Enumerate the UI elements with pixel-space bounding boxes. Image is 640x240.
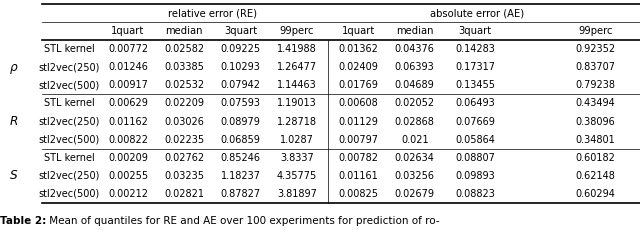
Text: stl2vec(500): stl2vec(500) <box>38 189 100 199</box>
Text: 0.85246: 0.85246 <box>221 153 260 163</box>
Text: 99perc: 99perc <box>280 26 314 36</box>
Text: ρ: ρ <box>10 61 18 74</box>
Text: 0.00255: 0.00255 <box>108 171 148 181</box>
Text: 1.26477: 1.26477 <box>277 62 317 72</box>
Text: R: R <box>10 115 19 128</box>
Text: 0.07942: 0.07942 <box>221 80 260 90</box>
Text: 0.08979: 0.08979 <box>221 117 260 126</box>
Text: 0.00822: 0.00822 <box>108 135 148 144</box>
Text: 0.08823: 0.08823 <box>455 189 495 199</box>
Text: stl2vec(250): stl2vec(250) <box>38 62 100 72</box>
Text: 1.28718: 1.28718 <box>277 117 317 126</box>
Text: 0.02821: 0.02821 <box>164 189 204 199</box>
Text: 0.06393: 0.06393 <box>395 62 435 72</box>
Text: 0.00629: 0.00629 <box>108 98 148 108</box>
Text: 0.34801: 0.34801 <box>575 135 615 144</box>
Text: 0.00825: 0.00825 <box>339 189 378 199</box>
Text: 0.13455: 0.13455 <box>455 80 495 90</box>
Text: 0.03235: 0.03235 <box>164 171 204 181</box>
Text: 0.83707: 0.83707 <box>575 62 615 72</box>
Text: 0.02052: 0.02052 <box>395 98 435 108</box>
Text: 0.60294: 0.60294 <box>575 189 615 199</box>
Text: 1.19013: 1.19013 <box>277 98 317 108</box>
Text: stl2vec(250): stl2vec(250) <box>38 171 100 181</box>
Text: 0.06859: 0.06859 <box>221 135 260 144</box>
Text: 0.01162: 0.01162 <box>108 117 148 126</box>
Text: 3quart: 3quart <box>224 26 257 36</box>
Text: 99perc: 99perc <box>578 26 612 36</box>
Text: 0.60182: 0.60182 <box>575 153 615 163</box>
Text: 0.07593: 0.07593 <box>221 98 260 108</box>
Text: 0.02634: 0.02634 <box>395 153 435 163</box>
Text: 0.00797: 0.00797 <box>339 135 378 144</box>
Text: absolute error (AE): absolute error (AE) <box>429 8 524 18</box>
Text: median: median <box>396 26 433 36</box>
Text: S: S <box>10 169 18 182</box>
Text: 0.02209: 0.02209 <box>164 98 204 108</box>
Text: 0.09893: 0.09893 <box>455 171 495 181</box>
Text: 0.02532: 0.02532 <box>164 80 204 90</box>
Text: 3.8337: 3.8337 <box>280 153 314 163</box>
Text: 0.05864: 0.05864 <box>455 135 495 144</box>
Text: STL kernel: STL kernel <box>44 153 95 163</box>
Text: 0.04376: 0.04376 <box>395 44 435 54</box>
Text: 0.03256: 0.03256 <box>395 171 435 181</box>
Text: 0.02582: 0.02582 <box>164 44 204 54</box>
Text: 4.35775: 4.35775 <box>277 171 317 181</box>
Text: 0.02868: 0.02868 <box>395 117 435 126</box>
Text: median: median <box>166 26 203 36</box>
Text: 0.43494: 0.43494 <box>575 98 615 108</box>
Text: stl2vec(500): stl2vec(500) <box>38 80 100 90</box>
Text: 0.00212: 0.00212 <box>108 189 148 199</box>
Text: 1.18237: 1.18237 <box>221 171 260 181</box>
Text: 0.00917: 0.00917 <box>108 80 148 90</box>
Text: 0.01246: 0.01246 <box>108 62 148 72</box>
Text: 3.81897: 3.81897 <box>277 189 317 199</box>
Text: relative error (RE): relative error (RE) <box>168 8 257 18</box>
Text: 0.01129: 0.01129 <box>339 117 378 126</box>
Text: 0.09225: 0.09225 <box>221 44 260 54</box>
Text: 1quart: 1quart <box>111 26 145 36</box>
Text: 0.04689: 0.04689 <box>395 80 435 90</box>
Text: 0.00608: 0.00608 <box>339 98 378 108</box>
Text: 0.01362: 0.01362 <box>339 44 378 54</box>
Text: 0.02235: 0.02235 <box>164 135 204 144</box>
Text: 3quart: 3quart <box>458 26 492 36</box>
Text: 1.14463: 1.14463 <box>277 80 317 90</box>
Text: 0.00782: 0.00782 <box>339 153 378 163</box>
Text: 1.41988: 1.41988 <box>277 44 317 54</box>
Text: STL kernel: STL kernel <box>44 44 95 54</box>
Text: 0.14283: 0.14283 <box>455 44 495 54</box>
Text: 0.38096: 0.38096 <box>575 117 615 126</box>
Text: 0.92352: 0.92352 <box>575 44 615 54</box>
Text: 0.07669: 0.07669 <box>455 117 495 126</box>
Text: 0.10293: 0.10293 <box>221 62 260 72</box>
Text: 0.62148: 0.62148 <box>575 171 615 181</box>
Text: 0.03026: 0.03026 <box>164 117 204 126</box>
Text: 0.01769: 0.01769 <box>339 80 378 90</box>
Text: 0.02762: 0.02762 <box>164 153 204 163</box>
Text: 0.79238: 0.79238 <box>575 80 615 90</box>
Text: 1.0287: 1.0287 <box>280 135 314 144</box>
Text: 0.00772: 0.00772 <box>108 44 148 54</box>
Text: stl2vec(500): stl2vec(500) <box>38 135 100 144</box>
Text: STL kernel: STL kernel <box>44 98 95 108</box>
Text: stl2vec(250): stl2vec(250) <box>38 117 100 126</box>
Text: Table 2:: Table 2: <box>0 216 46 226</box>
Text: 0.01161: 0.01161 <box>339 171 378 181</box>
Text: 0.021: 0.021 <box>401 135 429 144</box>
Text: 1quart: 1quart <box>342 26 375 36</box>
Text: 0.87827: 0.87827 <box>221 189 260 199</box>
Text: 0.02679: 0.02679 <box>395 189 435 199</box>
Text: Mean of quantiles for RE and AE over 100 experiments for prediction of ro-: Mean of quantiles for RE and AE over 100… <box>46 216 440 226</box>
Text: 0.02409: 0.02409 <box>339 62 378 72</box>
Text: 0.17317: 0.17317 <box>455 62 495 72</box>
Text: 0.03385: 0.03385 <box>164 62 204 72</box>
Text: 0.00209: 0.00209 <box>108 153 148 163</box>
Text: 0.06493: 0.06493 <box>455 98 495 108</box>
Text: 0.08807: 0.08807 <box>455 153 495 163</box>
